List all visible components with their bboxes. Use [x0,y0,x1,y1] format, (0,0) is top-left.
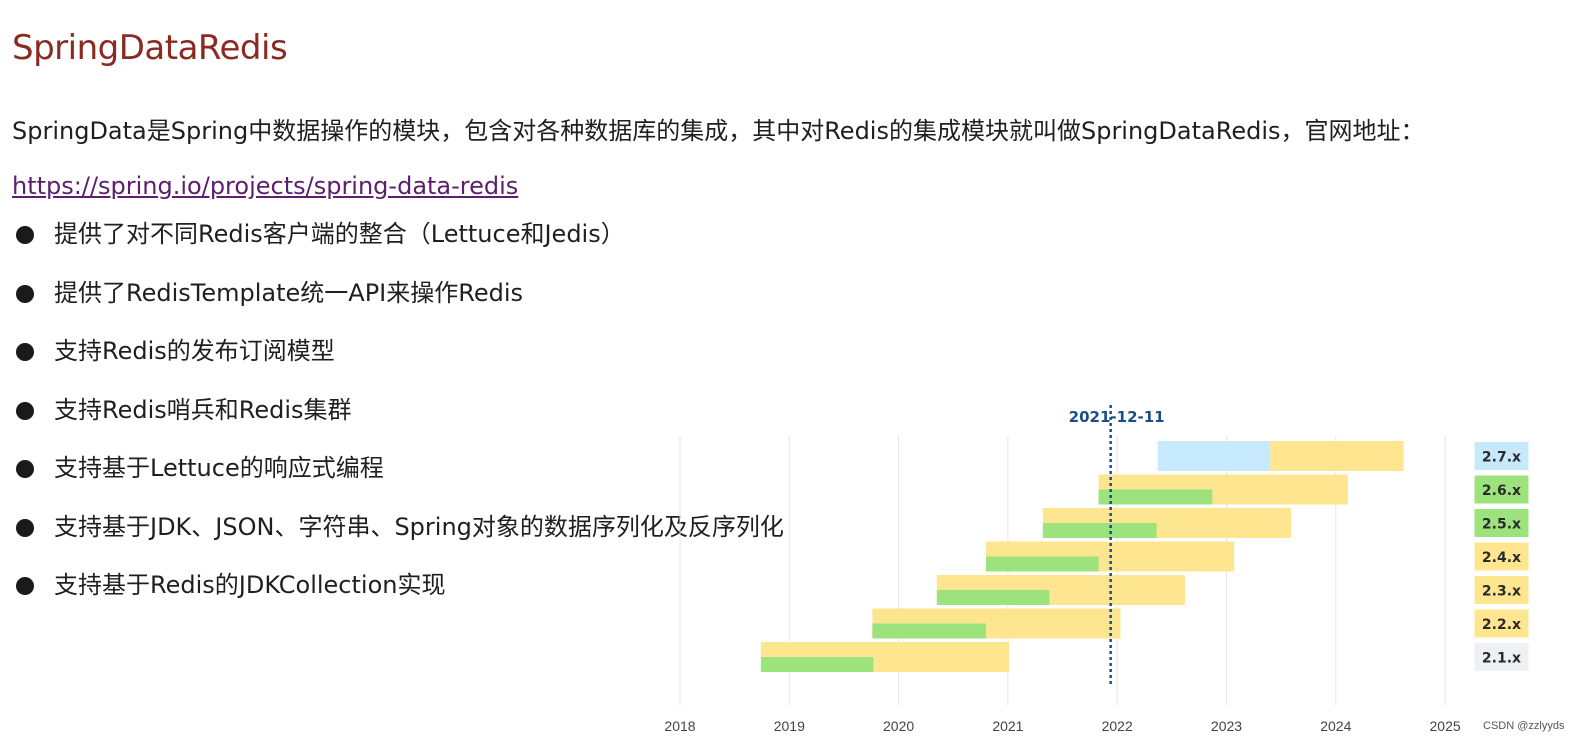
oss-support-bar [872,623,987,639]
intro-text: SpringData是Spring中数据操作的模块，包含对各种数据库的集成，其中… [12,117,1425,145]
bullet-dot-icon [16,284,34,303]
feature-text: 支持Redis的发布订阅模型 [54,337,335,365]
version-label-box [1473,642,1530,672]
x-tick-label: 2020 [883,718,914,734]
today-marker-label: 2021-12-11 [1069,408,1165,426]
version-label: 2.3.x [1482,584,1521,600]
version-label: 2.2.x [1482,617,1521,633]
feature-text: 支持Redis哨兵和Redis集群 [54,395,352,424]
version-label: 2.5.x [1482,517,1521,533]
bullet-dot-icon [16,401,34,420]
oss-support-bar [936,590,1050,605]
oss-support-bar [1042,523,1157,538]
feature-item: 提供了对不同Redis客户端的整合（Lettuce和Jedis） [14,212,784,271]
oss-support-bar [1098,489,1213,505]
page-title: SpringDataRedis [12,28,288,68]
bullet-dot-icon [16,577,34,595]
oss-support-bar [986,556,1099,572]
bullet-dot-icon [16,226,34,244]
feature-text: 支持基于Redis的JDKCollection实现 [54,571,446,599]
feature-text: 提供了对不同Redis客户端的整合（Lettuce和Jedis） [54,220,625,248]
version-label-box [1473,441,1530,471]
oss-support-bar [760,657,874,672]
bullet-dot-icon [16,518,34,537]
commercial-support-bar [1270,441,1404,471]
watermark: CSDN @zzlyyds [1483,720,1565,732]
x-tick-label: 2021 [992,718,1023,734]
x-tick-label: 2018 [664,718,695,734]
feature-item: 支持Redis的发布订阅模型 [14,329,784,388]
x-tick-label: 2023 [1211,718,1242,734]
feature-text: 支持基于Lettuce的响应式编程 [54,454,384,482]
feature-text: 提供了RedisTemplate统一API来操作Redis [54,278,524,307]
version-label-box [1473,575,1530,605]
feature-list: 提供了对不同Redis客户端的整合（Lettuce和Jedis） 提供了Redi… [14,212,784,622]
version-label-box [1473,474,1530,505]
feature-text: 支持基于JDK、JSON、字符串、Spring对象的数据序列化及反序列化 [54,512,784,541]
feature-item: 提供了RedisTemplate统一API来操作Redis [14,271,784,330]
feature-item: 支持Redis哨兵和Redis集群 [14,388,784,447]
version-label-box [1473,508,1530,538]
x-tick-label: 2022 [1102,718,1133,734]
intro-paragraph: SpringData是Spring中数据操作的模块，包含对各种数据库的集成，其中… [12,104,1552,214]
version-label: 2.1.x [1482,651,1521,667]
feature-item: 支持基于JDK、JSON、字符串、Spring对象的数据序列化及反序列化 [14,505,784,564]
bullet-dot-icon [16,460,34,478]
version-label: 2.4.x [1482,550,1521,566]
version-label-box [1473,608,1530,639]
x-tick-label: 2024 [1320,718,1351,734]
bullet-dot-icon [16,343,34,361]
x-tick-label: 2019 [774,718,805,734]
spring-data-redis-link[interactable]: https://spring.io/projects/spring-data-r… [12,172,519,200]
future-release-bar [1157,441,1271,471]
version-label: 2.6.x [1482,483,1521,499]
feature-item: 支持基于Lettuce的响应式编程 [14,446,784,505]
x-tick-label: 2025 [1430,718,1461,734]
version-label-box [1473,541,1530,572]
version-label: 2.7.x [1482,450,1521,466]
feature-item: 支持基于Redis的JDKCollection实现 [14,563,784,622]
